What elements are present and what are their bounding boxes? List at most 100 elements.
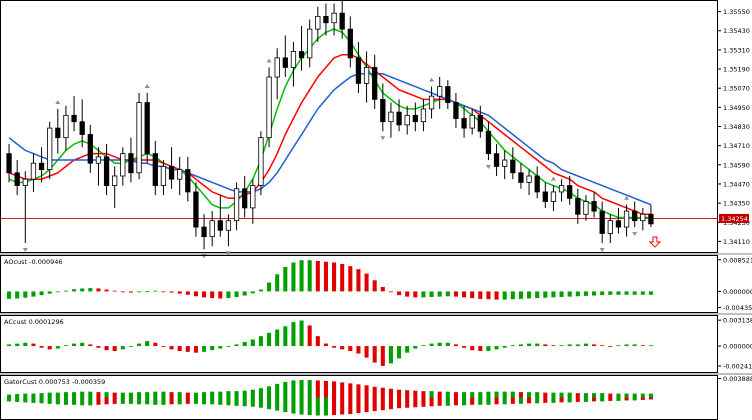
candle[interactable] <box>193 182 199 237</box>
candle[interactable] <box>453 92 459 129</box>
candle[interactable] <box>71 96 77 132</box>
histogram-bar <box>7 394 12 398</box>
candle[interactable] <box>615 207 622 234</box>
candle[interactable] <box>558 179 565 202</box>
candle[interactable] <box>461 105 467 138</box>
candle[interactable] <box>396 99 402 132</box>
candle[interactable] <box>591 191 597 218</box>
candle[interactable] <box>380 83 386 132</box>
candle[interactable] <box>347 16 353 68</box>
histogram-bar <box>592 291 597 296</box>
candle[interactable] <box>136 92 142 180</box>
candle[interactable] <box>177 156 183 196</box>
candle[interactable] <box>55 108 61 154</box>
candle[interactable] <box>128 137 134 183</box>
candle[interactable] <box>388 102 394 138</box>
candle[interactable] <box>550 185 557 212</box>
candle[interactable] <box>428 86 435 119</box>
ac-pane[interactable]: ACcust 0.0001296 0.0031382 0.0000000 -0.002… <box>0 315 752 373</box>
ao-pane[interactable]: AOcust -0.000946 0.008521 0.000000 -0.00435… <box>0 255 752 313</box>
candle[interactable] <box>38 147 45 183</box>
candle[interactable] <box>648 204 654 228</box>
candle[interactable] <box>87 124 93 173</box>
histogram-bar <box>551 397 556 403</box>
price-pane[interactable]: 1.35550 1.35430 1.35310 1.35190 1.35070 1.349… <box>0 0 750 259</box>
candle[interactable] <box>518 163 524 189</box>
candle[interactable] <box>14 160 20 196</box>
candle[interactable] <box>339 0 345 39</box>
histogram-bar <box>551 291 556 298</box>
candle[interactable] <box>233 182 240 231</box>
candle[interactable] <box>209 211 215 247</box>
candle[interactable] <box>112 166 118 208</box>
candle[interactable] <box>315 6 321 42</box>
candle[interactable] <box>250 179 256 224</box>
histogram-bar <box>527 343 532 347</box>
candle[interactable] <box>185 156 191 202</box>
candle[interactable] <box>242 175 248 218</box>
candle[interactable] <box>607 214 613 244</box>
candle[interactable] <box>420 99 427 132</box>
candle[interactable] <box>266 67 272 148</box>
candle[interactable] <box>363 51 370 103</box>
candle[interactable] <box>567 175 573 205</box>
candle[interactable] <box>623 204 630 237</box>
candle[interactable] <box>493 144 500 176</box>
candle[interactable] <box>120 147 126 186</box>
histogram-bar <box>388 397 393 410</box>
candle[interactable] <box>6 144 12 183</box>
candle[interactable] <box>282 35 288 78</box>
candle[interactable] <box>274 48 280 100</box>
candle[interactable] <box>152 140 158 196</box>
candle[interactable] <box>168 147 175 189</box>
fractal-down-marker <box>485 165 491 170</box>
candle[interactable] <box>22 171 28 244</box>
candle[interactable] <box>217 195 223 237</box>
y-tick-label: 0.0031382 <box>723 317 752 325</box>
candle[interactable] <box>144 92 150 164</box>
candle[interactable] <box>575 188 581 224</box>
histogram-bar <box>39 393 44 398</box>
candle[interactable] <box>298 25 305 71</box>
candle[interactable] <box>583 195 589 221</box>
histogram-bar <box>348 346 353 352</box>
candle[interactable] <box>258 131 264 196</box>
candle[interactable] <box>404 105 410 135</box>
candle[interactable] <box>63 105 69 151</box>
candle[interactable] <box>160 160 167 196</box>
candle[interactable] <box>331 3 337 36</box>
candle[interactable] <box>502 150 508 180</box>
candle[interactable] <box>477 105 483 138</box>
candle[interactable] <box>79 99 85 148</box>
candle[interactable] <box>201 214 207 250</box>
candle[interactable] <box>307 19 313 68</box>
candle[interactable] <box>323 3 329 36</box>
candle[interactable] <box>534 166 540 199</box>
candle[interactable] <box>445 80 451 109</box>
candle[interactable] <box>290 41 297 87</box>
candle[interactable] <box>372 54 378 109</box>
histogram-bar <box>315 336 320 347</box>
candle[interactable] <box>640 207 646 231</box>
candle-body <box>242 188 248 209</box>
candle[interactable] <box>542 182 548 208</box>
candle[interactable] <box>510 147 516 180</box>
candle[interactable] <box>437 77 443 109</box>
candle[interactable] <box>30 153 37 192</box>
candle[interactable] <box>526 169 532 196</box>
candle[interactable] <box>225 214 232 247</box>
candle[interactable] <box>103 144 110 196</box>
candle[interactable] <box>355 41 362 93</box>
candle[interactable] <box>412 102 418 132</box>
histogram-bar <box>388 388 393 398</box>
candle[interactable] <box>95 147 102 186</box>
candle[interactable] <box>485 121 492 161</box>
histogram-bar <box>413 291 418 298</box>
histogram-bar <box>583 397 588 402</box>
candle[interactable] <box>632 201 638 228</box>
candle[interactable] <box>469 108 475 135</box>
candle[interactable] <box>599 201 605 244</box>
gator-pane[interactable]: GatorCust 0.000753 -0.000359 0.003888 <box>0 375 752 420</box>
candle[interactable] <box>47 121 53 180</box>
